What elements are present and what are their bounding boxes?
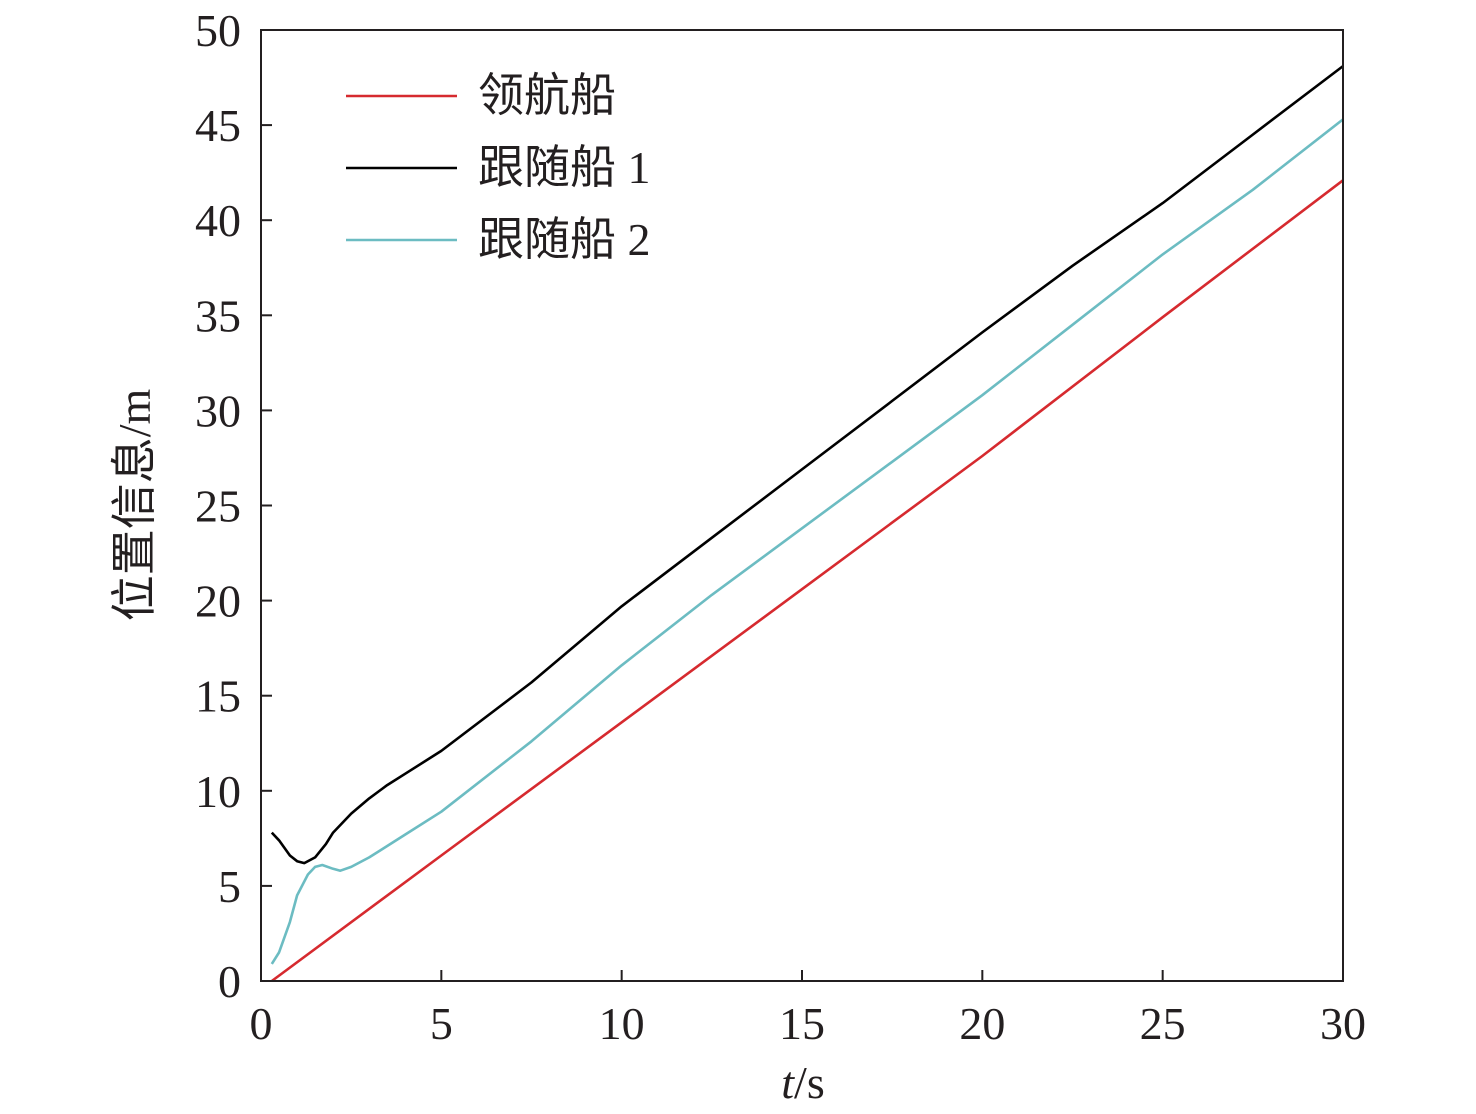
y-tick-label: 35 xyxy=(195,290,241,341)
y-tick-label: 45 xyxy=(195,100,241,151)
y-tick-label: 20 xyxy=(195,576,241,627)
y-tick-label: 50 xyxy=(195,5,241,56)
y-tick-label: 15 xyxy=(195,671,241,722)
y-axis: 0 5 10 15 20 25 30 35 40 45 50 xyxy=(195,5,272,1007)
y-tick-label: 0 xyxy=(218,956,241,1007)
x-tick-label: 30 xyxy=(1320,998,1366,1049)
y-tick-label: 30 xyxy=(195,385,241,436)
plot-frame xyxy=(260,29,1344,982)
series-line-3 xyxy=(270,118,1344,965)
y-axis-title: 位置信息/m xyxy=(109,389,160,622)
y-tick-label: 25 xyxy=(195,481,241,532)
x-axis-title-variable: t xyxy=(781,1057,795,1108)
x-tick-label: 0 xyxy=(250,998,273,1049)
x-tick-label: 15 xyxy=(779,998,825,1049)
y-tick-label: 10 xyxy=(195,766,241,817)
y-tick-label: 40 xyxy=(195,195,241,246)
series-line-2 xyxy=(270,65,1344,865)
y-tick-label: 5 xyxy=(218,861,241,912)
x-tick-label: 10 xyxy=(599,998,645,1049)
x-tick-label: 20 xyxy=(959,998,1005,1049)
x-tick-label: 5 xyxy=(430,998,453,1049)
series-layer xyxy=(270,65,1344,983)
legend-label-3: 跟随船 2 xyxy=(478,214,651,265)
series-line-1 xyxy=(271,179,1344,983)
legend-label-1: 领航船 xyxy=(478,70,616,121)
x-axis-title-unit: /s xyxy=(794,1057,825,1108)
x-tick-label: 25 xyxy=(1140,998,1186,1049)
legend-label-2: 跟随船 1 xyxy=(478,142,651,193)
x-axis: 0 5 10 15 20 25 30 xyxy=(250,970,1366,1049)
x-axis-title: t/s xyxy=(781,1057,824,1108)
